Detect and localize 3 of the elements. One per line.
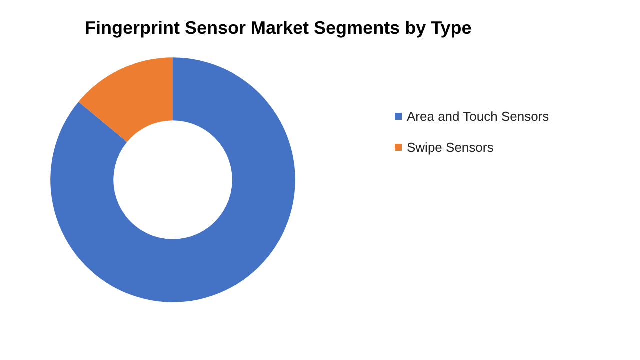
chart-title: Fingerprint Sensor Market Segments by Type — [85, 18, 472, 38]
legend-label: Area and Touch Sensors — [407, 109, 550, 124]
legend-label: Swipe Sensors — [407, 140, 494, 155]
